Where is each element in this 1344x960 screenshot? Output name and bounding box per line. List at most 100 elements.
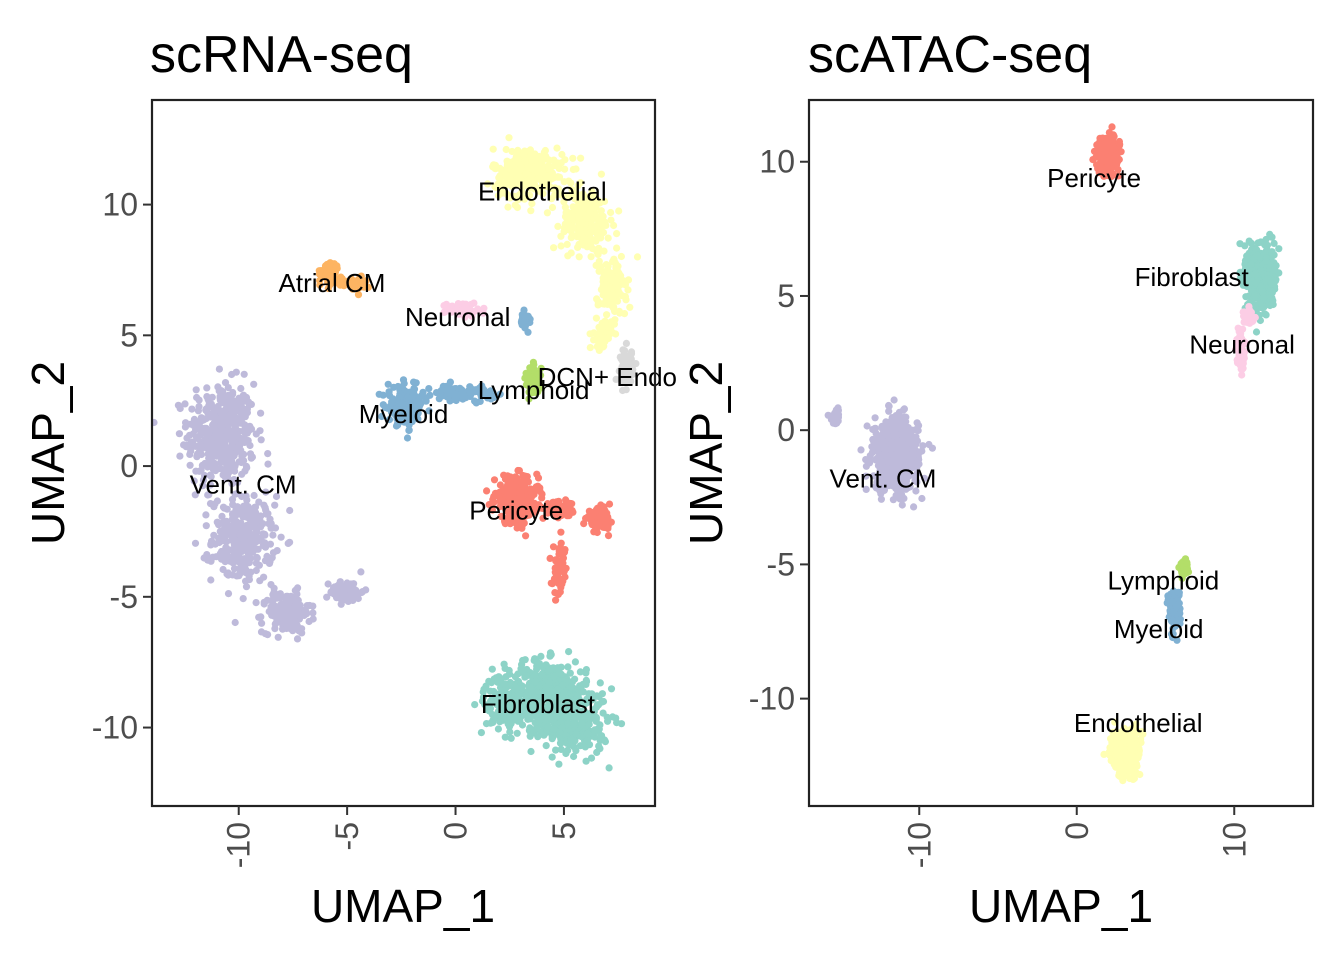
point xyxy=(527,747,535,756)
point xyxy=(602,286,610,294)
point xyxy=(284,539,292,548)
point xyxy=(250,380,258,388)
point xyxy=(287,619,296,628)
point xyxy=(293,635,302,643)
point xyxy=(230,535,238,543)
point xyxy=(548,735,556,743)
point xyxy=(1093,141,1101,149)
cluster-label-atrial-cm: Atrial CM xyxy=(279,268,386,298)
point xyxy=(521,472,529,480)
point xyxy=(490,687,498,696)
point xyxy=(594,298,602,306)
point xyxy=(548,753,556,761)
point xyxy=(572,747,580,755)
cluster-label-myeloid: Myeloid xyxy=(359,399,449,429)
point xyxy=(509,486,517,494)
point xyxy=(567,683,575,692)
point xyxy=(558,723,566,732)
point xyxy=(252,566,260,575)
point xyxy=(601,317,609,325)
point xyxy=(240,370,248,378)
panel-title: scATAC-seq xyxy=(808,26,1092,84)
point xyxy=(479,693,488,701)
point xyxy=(868,448,877,456)
point xyxy=(505,134,513,142)
point xyxy=(497,675,505,683)
point xyxy=(605,500,614,508)
point xyxy=(241,438,249,446)
point xyxy=(195,425,203,434)
point xyxy=(231,463,239,471)
point xyxy=(896,495,904,503)
point xyxy=(264,460,272,468)
point xyxy=(918,447,926,455)
point xyxy=(253,516,261,524)
point xyxy=(255,561,263,569)
point xyxy=(556,588,564,596)
scatter-points xyxy=(152,134,642,772)
point xyxy=(273,609,282,617)
point xyxy=(186,450,194,458)
point xyxy=(566,669,574,677)
point xyxy=(557,191,565,199)
point xyxy=(206,453,214,461)
point xyxy=(1236,240,1244,248)
point xyxy=(595,246,603,254)
point xyxy=(229,396,237,404)
point xyxy=(583,698,592,707)
point xyxy=(257,409,265,417)
point xyxy=(207,576,215,584)
point xyxy=(512,153,520,161)
point xyxy=(597,170,606,178)
point xyxy=(563,240,571,248)
point xyxy=(596,679,604,687)
point xyxy=(521,157,529,165)
point xyxy=(609,713,617,721)
point xyxy=(231,618,239,627)
point xyxy=(534,164,543,172)
point xyxy=(212,427,220,435)
point xyxy=(228,370,236,379)
point xyxy=(607,685,616,693)
point xyxy=(589,204,597,212)
point xyxy=(484,702,492,710)
point xyxy=(220,504,228,512)
point xyxy=(593,748,601,757)
point xyxy=(199,482,207,490)
point xyxy=(274,633,282,641)
point xyxy=(343,595,351,603)
point xyxy=(576,225,584,233)
point xyxy=(554,579,563,588)
point xyxy=(496,164,504,172)
point xyxy=(527,683,535,692)
point xyxy=(909,445,917,453)
point xyxy=(558,693,566,701)
point xyxy=(277,533,285,541)
point xyxy=(210,407,218,415)
point xyxy=(598,325,606,333)
point xyxy=(459,388,467,396)
point xyxy=(557,539,565,547)
point xyxy=(526,732,534,740)
point xyxy=(622,339,631,347)
cluster-label-neuronal: Neuronal xyxy=(405,302,511,332)
panel-scatac-seq: scATAC-seq Vent. CMPericyteFibroblastNeu… xyxy=(680,26,1315,932)
point xyxy=(219,397,227,405)
point xyxy=(593,692,601,700)
point xyxy=(202,511,210,519)
point xyxy=(871,424,879,433)
point xyxy=(183,434,191,442)
point xyxy=(229,426,237,434)
point xyxy=(918,494,926,503)
point xyxy=(232,517,240,526)
point xyxy=(191,491,199,499)
point xyxy=(879,441,887,449)
point xyxy=(521,656,529,664)
point xyxy=(240,457,248,465)
point xyxy=(526,191,534,199)
point xyxy=(273,547,281,555)
point xyxy=(594,197,602,205)
point xyxy=(556,558,564,567)
point xyxy=(599,697,608,706)
point xyxy=(871,414,879,422)
